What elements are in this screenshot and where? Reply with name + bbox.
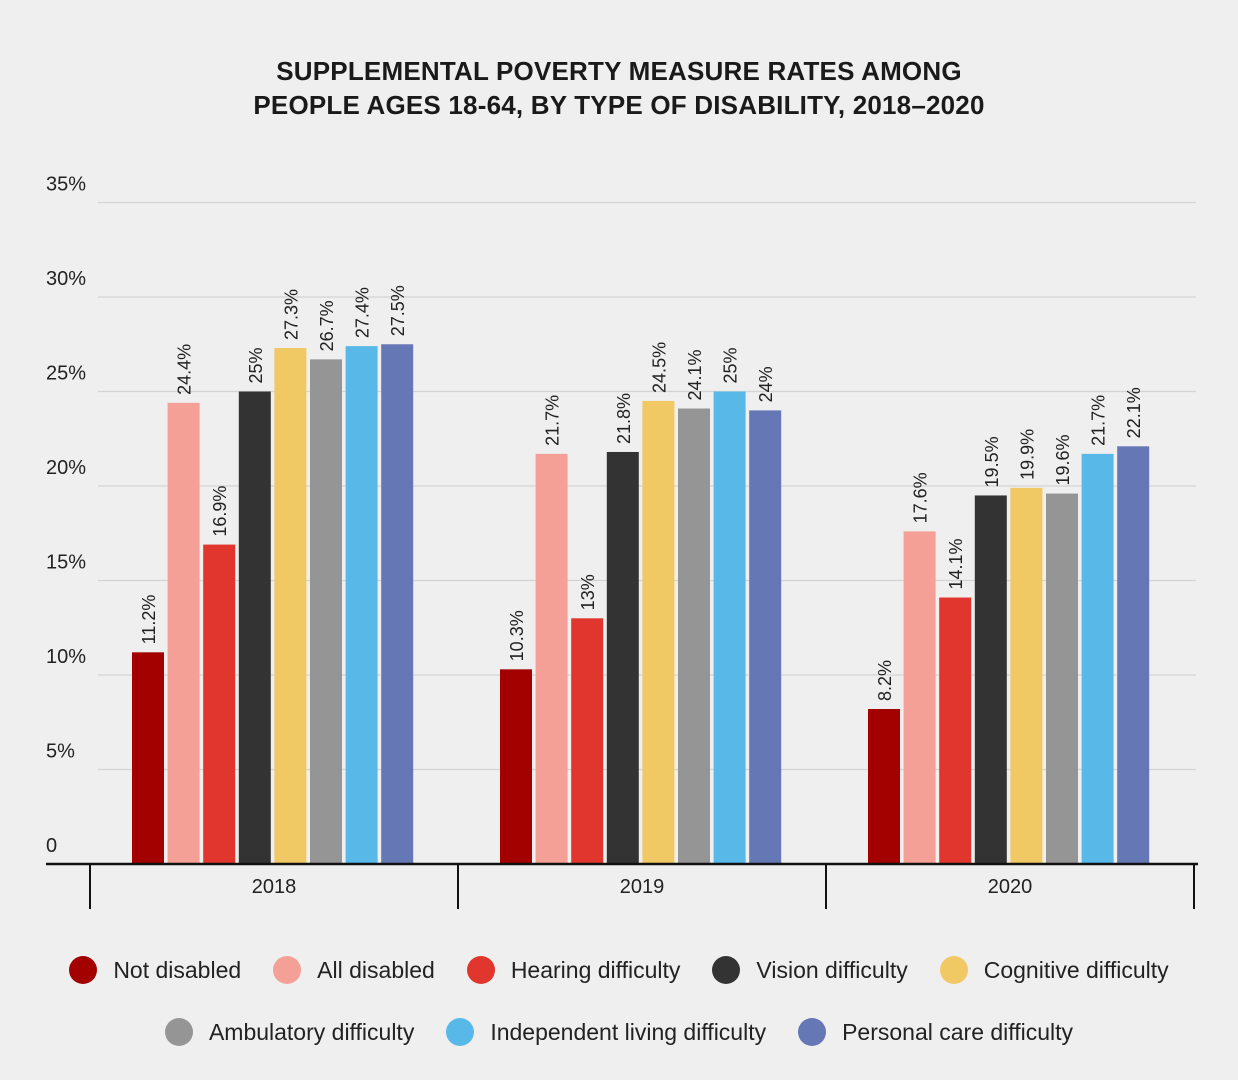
- bar: [903, 531, 936, 864]
- bar-value-label: 8.2%: [875, 660, 895, 701]
- bar-value-label: 24.1%: [685, 349, 705, 400]
- bar-value-label: 27.3%: [281, 289, 301, 340]
- x-category-label: 2019: [620, 876, 665, 898]
- bar: [203, 544, 236, 864]
- bar-value-label: 24.5%: [649, 342, 669, 393]
- bar: [678, 408, 710, 864]
- bar: [238, 391, 271, 864]
- bar: [167, 402, 200, 864]
- bar-value-label: 21.7%: [1089, 395, 1109, 446]
- bar: [1081, 453, 1114, 864]
- bar: [1117, 446, 1150, 864]
- bar-value-label: 19.6%: [1053, 435, 1073, 486]
- bar: [642, 400, 675, 864]
- legend-item-not-disabled: Not disabled: [69, 956, 241, 984]
- legend-label: All disabled: [317, 956, 435, 983]
- y-tick-label: 10%: [46, 646, 86, 668]
- legend-swatch: [466, 956, 495, 984]
- legend-label: Vision difficulty: [756, 956, 908, 983]
- legend: Not disabled All disabled Hearing diffic…: [0, 948, 1238, 1072]
- legend-item-personal-care-difficulty: Personal care difficulty: [798, 1018, 1073, 1046]
- legend-item-independent-living-difficulty: Independent living difficulty: [446, 1018, 766, 1046]
- bar: [749, 410, 782, 864]
- y-tick-label: 25%: [46, 363, 86, 385]
- legend-swatch: [939, 956, 968, 984]
- legend-label: Not disabled: [113, 956, 242, 983]
- y-tick-label: 30%: [46, 268, 86, 290]
- bar-value-label: 21.7%: [543, 395, 563, 446]
- y-tick-label: 35%: [46, 174, 86, 196]
- chart-title: SUPPLEMENTAL POVERTY MEASURE RATES AMONG…: [0, 54, 1238, 122]
- legend-label: Hearing difficulty: [510, 956, 681, 983]
- bar: [1046, 493, 1078, 864]
- bar-value-label: 27.5%: [388, 285, 408, 336]
- bar-value-label: 21.8%: [614, 393, 634, 444]
- legend-item-hearing-difficulty: Hearing difficulty: [466, 956, 681, 984]
- legend-row-2: Ambulatory difficulty Independent living…: [0, 1010, 1238, 1054]
- bar: [713, 391, 746, 864]
- y-tick-label: 5%: [46, 741, 75, 763]
- bar-value-label: 26.7%: [317, 300, 337, 351]
- bar: [868, 709, 900, 864]
- bar-chart: 0 5% 10% 15% 20% 25% 30% 35% 11.2% 10.3% 8.2% 24.4%…: [46, 174, 1198, 909]
- bar: [939, 597, 972, 864]
- bar: [535, 453, 568, 864]
- bar-value-label: 14.1%: [946, 538, 966, 589]
- bar: [571, 618, 604, 864]
- legend-label: Cognitive difficulty: [983, 956, 1169, 983]
- bar-value-label: 13%: [578, 574, 598, 610]
- legend-label: Ambulatory difficulty: [208, 1018, 415, 1045]
- bar: [345, 346, 378, 864]
- bar-value-label: 22.1%: [1124, 387, 1144, 438]
- legend-swatch: [69, 956, 98, 984]
- legend-row-1: Not disabled All disabled Hearing diffic…: [0, 948, 1238, 992]
- y-tick-label: 0: [46, 835, 57, 857]
- bar: [606, 451, 639, 864]
- bar-value-label: 24%: [756, 366, 776, 402]
- bar-value-label: 25%: [246, 347, 266, 383]
- bar-value-label: 27.4%: [353, 287, 373, 338]
- bar-value-label: 25%: [721, 347, 741, 383]
- bar: [310, 359, 342, 864]
- bar-value-label: 19.9%: [1017, 429, 1037, 480]
- bar-value-label: 11.2%: [139, 595, 159, 645]
- legend-swatch: [798, 1018, 827, 1046]
- y-tick-label: 15%: [46, 552, 86, 574]
- legend-label: Independent living difficulty: [490, 1018, 767, 1045]
- legend-swatch: [164, 1018, 193, 1046]
- bar-value-label: 24.4%: [175, 344, 195, 395]
- chart-title-line-1: SUPPLEMENTAL POVERTY MEASURE RATES AMONG: [276, 56, 962, 86]
- bar-value-label: 17.6%: [911, 472, 931, 523]
- legend-label: Personal care difficulty: [842, 1018, 1074, 1045]
- bar: [500, 669, 532, 864]
- legend-item-ambulatory-difficulty: Ambulatory difficulty: [164, 1018, 415, 1046]
- bar-value-label: 10.3%: [507, 610, 527, 661]
- bar: [132, 652, 164, 864]
- legend-swatch: [712, 956, 741, 984]
- bar: [1010, 487, 1043, 864]
- chart-title-line-2: PEOPLE AGES 18-64, BY TYPE OF DISABILITY…: [253, 90, 985, 120]
- bar: [381, 344, 414, 864]
- legend-item-vision-difficulty: Vision difficulty: [712, 956, 908, 984]
- x-category-label: 2020: [988, 876, 1033, 898]
- bar-value-label: 16.9%: [210, 486, 230, 537]
- bar: [274, 348, 307, 864]
- legend-swatch: [273, 956, 302, 984]
- y-tick-label: 20%: [46, 457, 86, 479]
- x-category-label: 2018: [252, 876, 297, 898]
- legend-item-all-disabled: All disabled: [273, 956, 435, 984]
- legend-item-cognitive-difficulty: Cognitive difficulty: [939, 956, 1169, 984]
- legend-swatch: [446, 1018, 475, 1046]
- bar: [974, 495, 1007, 864]
- bar-value-label: 19.5%: [982, 436, 1002, 487]
